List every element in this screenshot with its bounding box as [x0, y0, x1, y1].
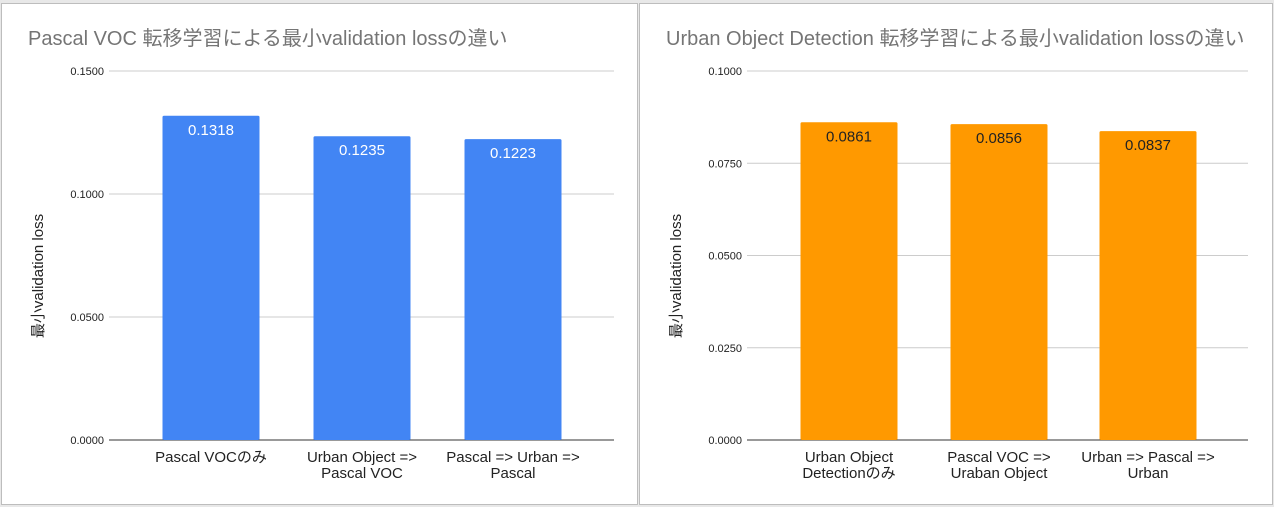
chart-panel-left: Pascal VOC 転移学習による最小validation lossの違い 最… — [1, 3, 638, 505]
data-label: 0.0861 — [826, 128, 872, 145]
data-label: 0.0837 — [1125, 137, 1171, 154]
x-tick-label: Urban — [1128, 465, 1169, 482]
y-tick-label: 0.0000 — [70, 435, 104, 447]
x-tick-label: Detectionのみ — [802, 465, 895, 482]
y-tick-label: 0.0500 — [70, 312, 104, 324]
y-axis-label: 最小validation loss — [668, 214, 685, 338]
y-tick-label: 0.1500 — [70, 66, 104, 78]
x-tick-label: Pascal VOCのみ — [155, 449, 267, 466]
x-tick-label: Pascal => Urban => — [446, 449, 580, 466]
bar — [1099, 131, 1197, 440]
data-label: 0.0856 — [976, 130, 1022, 147]
chart-title: Urban Object Detection 転移学習による最小validati… — [666, 27, 1244, 50]
bar — [950, 124, 1048, 441]
x-tick-label: Pascal VOC => — [947, 449, 1051, 466]
x-tick-label: Uraban Object — [951, 465, 1049, 482]
data-label: 0.1235 — [339, 142, 385, 159]
x-tick-label: Pascal — [490, 465, 535, 482]
x-tick-label: Urban => Pascal => — [1081, 449, 1215, 466]
y-tick-label: 0.1000 — [708, 66, 742, 78]
bar — [162, 115, 260, 440]
chart-panel-right: Urban Object Detection 転移学習による最小validati… — [639, 3, 1273, 505]
y-axis-label: 最小validation loss — [30, 214, 47, 338]
bar — [800, 122, 898, 440]
data-label: 0.1318 — [188, 122, 234, 139]
data-label: 0.1223 — [490, 145, 536, 162]
y-tick-label: 0.1000 — [70, 189, 104, 201]
chart-right-svg: Urban Object Detection 転移学習による最小validati… — [666, 27, 1248, 482]
x-tick-label: Urban Object => — [307, 449, 417, 466]
bar — [313, 136, 411, 440]
bar — [464, 139, 562, 440]
x-tick-label: Urban Object — [805, 449, 894, 466]
y-tick-label: 0.0500 — [708, 251, 742, 263]
y-tick-label: 0.0250 — [708, 343, 742, 355]
chart-title: Pascal VOC 転移学習による最小validation lossの違い — [28, 27, 508, 50]
chart-left-svg: Pascal VOC 転移学習による最小validation lossの違い 最… — [28, 27, 614, 482]
y-tick-label: 0.0750 — [708, 158, 742, 170]
x-tick-label: Pascal VOC — [321, 465, 403, 482]
y-tick-label: 0.0000 — [708, 435, 742, 447]
